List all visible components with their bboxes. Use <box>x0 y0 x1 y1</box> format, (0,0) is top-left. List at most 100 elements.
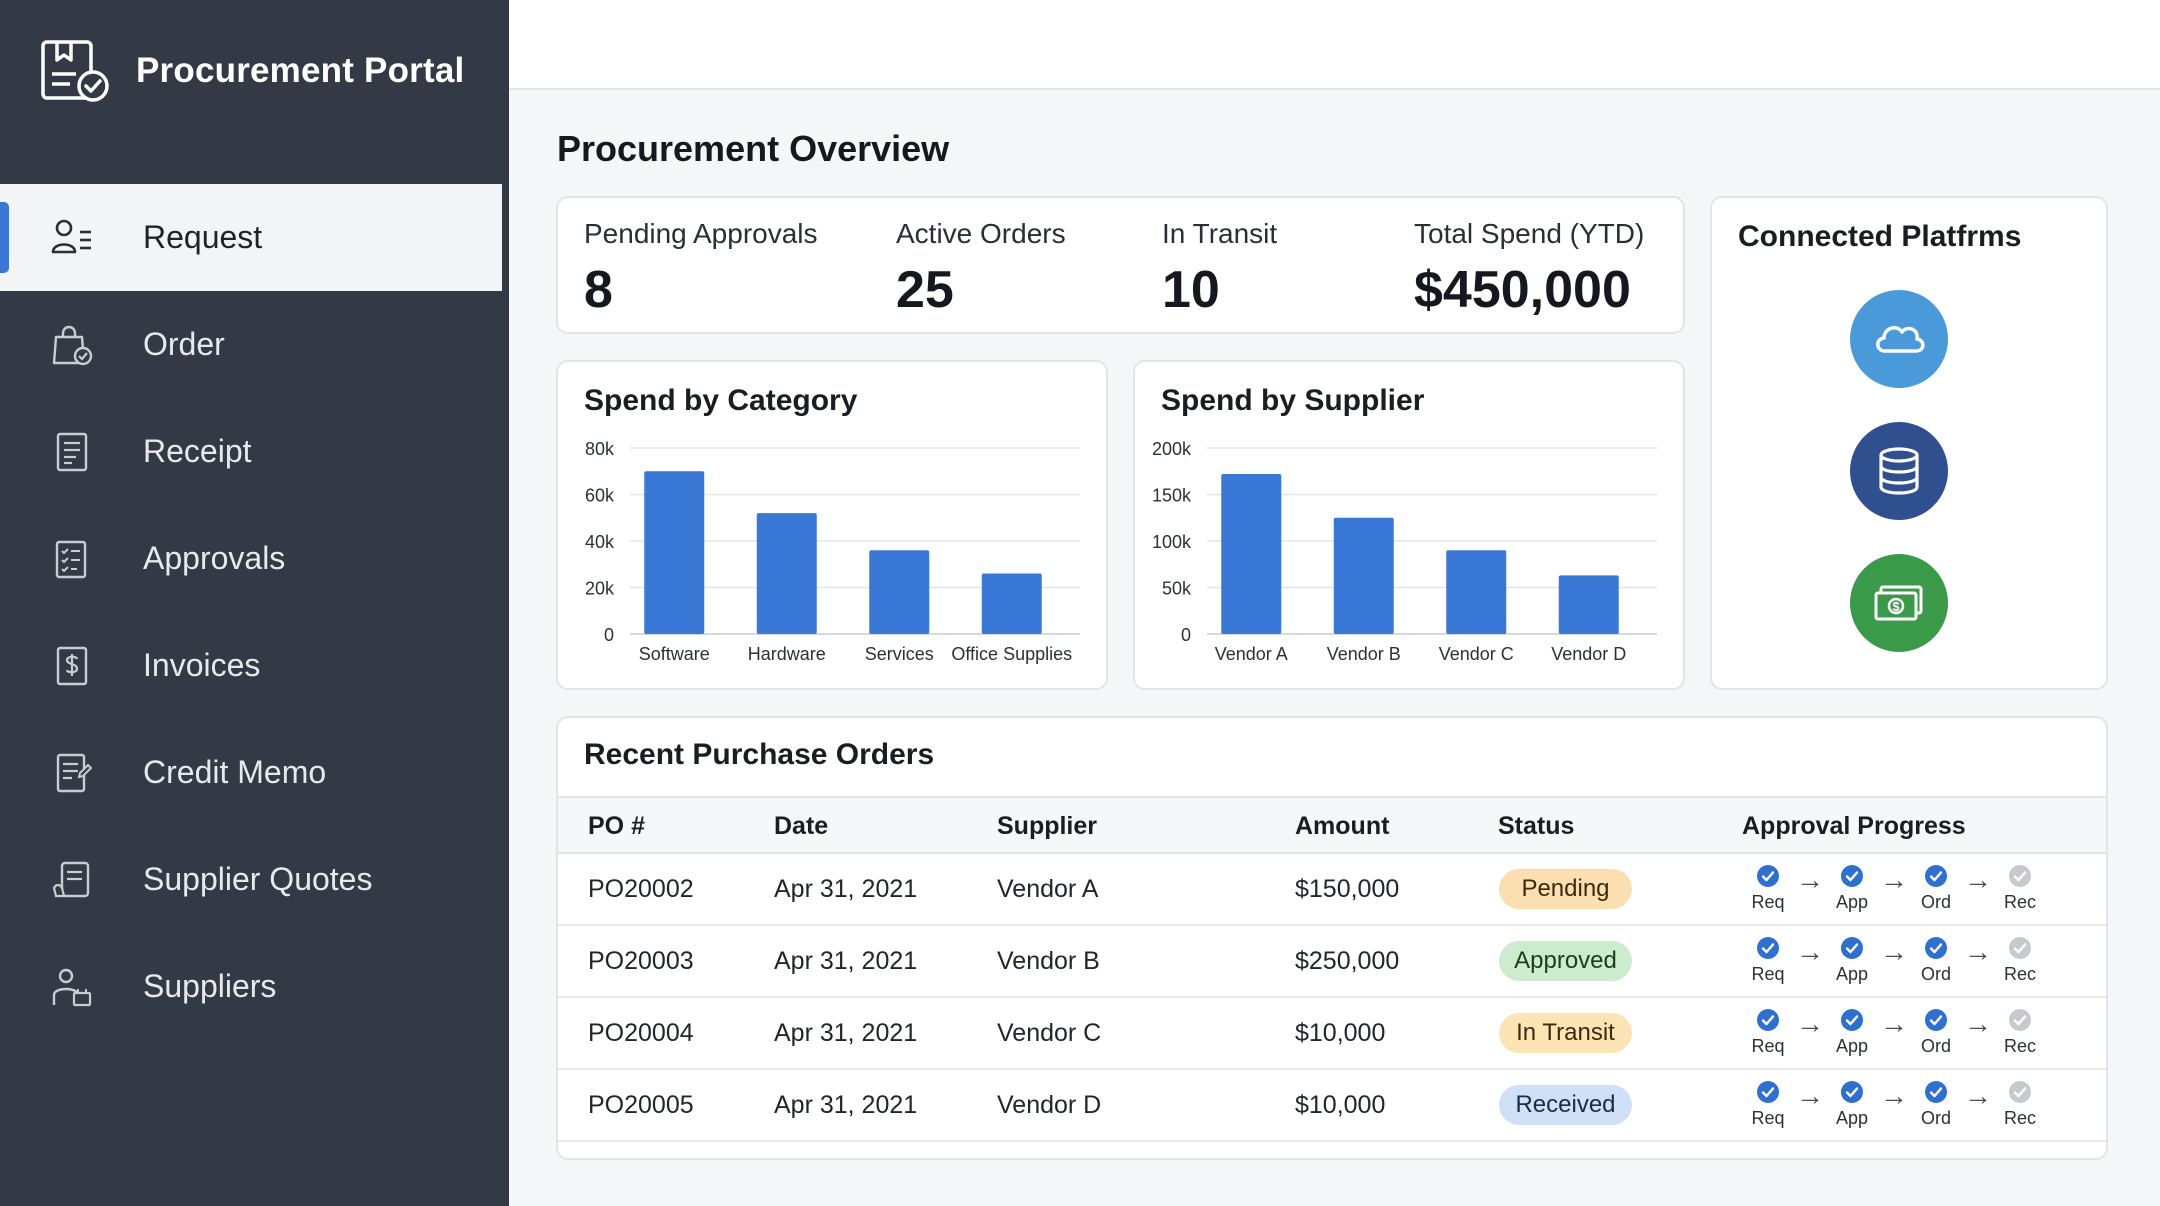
check-complete-icon <box>1757 1009 1779 1031</box>
approval-step: Req <box>1738 864 1798 913</box>
approval-step: Req <box>1738 1080 1798 1129</box>
kpi-total-spend[interactable]: Total Spend (YTD) $450,000 <box>1414 218 1644 320</box>
step-label: Rec <box>2003 1108 2036 1128</box>
sidebar-item-request[interactable]: Request <box>0 184 502 291</box>
supplier-person-icon <box>50 965 94 1009</box>
step-label: Req <box>1751 964 1785 984</box>
sidebar-item-receipt[interactable]: Receipt <box>0 398 502 505</box>
approval-step: Rec <box>1990 864 2050 913</box>
amount-cell: $250,000 <box>1295 947 1400 975</box>
check-complete-icon <box>1925 1081 1947 1103</box>
amount-cell: $10,000 <box>1295 1019 1386 1047</box>
step-label: Req <box>1751 1108 1785 1128</box>
table-row[interactable]: PO20004 Apr 31, 2021 Vendor C $10,000 In Tra… <box>558 998 2106 1070</box>
approval-step: Ord <box>1906 936 1966 985</box>
supplier-cell: Vendor C <box>997 1019 1102 1047</box>
column-header-date[interactable]: Date <box>774 812 829 840</box>
step-label: App <box>1835 1108 1869 1128</box>
table-row[interactable]: PO20002 Apr 31, 2021 Vendor A $150,000 Pendi… <box>558 854 2106 926</box>
arrow-right-icon: → <box>1796 1008 1824 1039</box>
check-pending-icon <box>2009 865 2031 887</box>
column-header-po[interactable]: PO # <box>588 812 645 840</box>
sidebar-item-suppliers[interactable]: Suppliers <box>0 933 502 1040</box>
supplier-cell: Vendor A <box>997 875 1099 903</box>
step-label: Ord <box>1920 892 1951 912</box>
kpi-label: Total Spend (YTD) <box>1414 218 1645 249</box>
date-cell: Apr 31, 2021 <box>774 875 918 903</box>
bar[interactable] <box>981 573 1042 634</box>
column-header-status[interactable]: Status <box>1498 812 1575 840</box>
table-row[interactable]: PO20005 Apr 31, 2021 Vendor D $10,000 Receiv… <box>558 1070 2106 1142</box>
sidebar-item-order[interactable]: Order <box>0 291 502 398</box>
sidebar-item-label: Suppliers <box>143 968 277 1004</box>
table-title: Recent Purchase Orders <box>584 738 935 771</box>
arrow-right-icon: → <box>1880 1080 1908 1111</box>
platform-database[interactable] <box>1850 422 1948 520</box>
column-header-approval-progress[interactable]: Approval Progress <box>1742 812 1966 840</box>
step-label: App <box>1835 964 1869 984</box>
memo-icon <box>50 751 94 795</box>
spend-by-category-chart: 0 20k 40k 60k 80k Software Hardware Services Off… <box>585 439 1080 664</box>
kpi-in-transit[interactable]: In Transit 10 <box>1162 218 1277 320</box>
x-tick-label: Office Supplies <box>951 644 1072 664</box>
approval-step: App <box>1822 936 1882 985</box>
chart-title: Spend by Supplier <box>1161 384 1425 417</box>
kpi-value: $450,000 <box>1414 261 1631 319</box>
table-row[interactable]: PO20003 Apr 31, 2021 Vendor B $250,000 Appro… <box>558 926 2106 998</box>
kpi-pending-approvals[interactable]: Pending Approvals 8 <box>584 218 818 320</box>
platform-cloud[interactable] <box>1850 290 1948 388</box>
kpi-value: 10 <box>1162 261 1220 319</box>
column-header-amount[interactable]: Amount <box>1295 812 1390 840</box>
shopping-bag-check-icon <box>50 323 94 367</box>
checklist-icon <box>50 537 94 581</box>
po-number-cell: PO20005 <box>588 1091 694 1119</box>
bar[interactable] <box>756 513 817 634</box>
database-icon <box>1879 447 1919 495</box>
brand: Procurement Portal <box>40 38 464 104</box>
po-number-cell: PO20002 <box>588 875 694 903</box>
bar[interactable] <box>1558 575 1619 634</box>
arrow-right-icon: → <box>1880 864 1908 895</box>
status-badge: Approved <box>1499 941 1632 981</box>
kpi-active-orders[interactable]: Active Orders 25 <box>896 218 1066 320</box>
step-label: Ord <box>1920 1108 1951 1128</box>
amount-cell: $10,000 <box>1295 1091 1386 1119</box>
step-label: App <box>1835 1036 1869 1056</box>
approval-step: Rec <box>1990 1080 2050 1129</box>
step-label: Ord <box>1920 964 1951 984</box>
dollar-document-icon <box>50 644 94 688</box>
kpi-value: 8 <box>584 261 613 319</box>
sidebar-item-approvals[interactable]: Approvals <box>0 505 502 612</box>
arrow-right-icon: → <box>1964 1080 1992 1111</box>
bar[interactable] <box>1333 517 1394 634</box>
po-number-cell: PO20003 <box>588 947 694 975</box>
receipt-icon <box>50 430 94 474</box>
approval-step: App <box>1822 1008 1882 1057</box>
bar[interactable] <box>1221 474 1282 634</box>
kpi-value: 25 <box>896 261 954 319</box>
bar[interactable] <box>869 550 930 634</box>
status-badge: Pending <box>1499 869 1632 909</box>
arrow-right-icon: → <box>1964 1008 1992 1039</box>
platform-payments[interactable]: $ <box>1850 554 1948 652</box>
arrow-right-icon: → <box>1964 936 1992 967</box>
approval-step: Rec <box>1990 936 2050 985</box>
check-complete-icon <box>1841 865 1863 887</box>
step-label: Req <box>1751 892 1785 912</box>
kpi-label: Pending Approvals <box>584 218 818 249</box>
sidebar-item-credit-memo[interactable]: Credit Memo <box>0 719 502 826</box>
step-label: Req <box>1751 1036 1785 1056</box>
step-label: App <box>1835 892 1869 912</box>
x-tick-label: Software <box>639 644 710 664</box>
column-header-supplier[interactable]: Supplier <box>997 812 1098 840</box>
x-tick-label: Vendor A <box>1215 644 1288 664</box>
bar[interactable] <box>644 471 705 634</box>
cloud-icon <box>1876 326 1925 353</box>
bar[interactable] <box>1446 550 1507 634</box>
sidebar-item-supplier-quotes[interactable]: Supplier Quotes <box>0 826 502 933</box>
y-tick-label: 100k <box>1152 532 1192 552</box>
sidebar-item-invoices[interactable]: Invoices <box>0 612 502 719</box>
status-badge: In Transit <box>1499 1013 1632 1053</box>
check-pending-icon <box>2009 1081 2031 1103</box>
check-complete-icon <box>1841 1009 1863 1031</box>
